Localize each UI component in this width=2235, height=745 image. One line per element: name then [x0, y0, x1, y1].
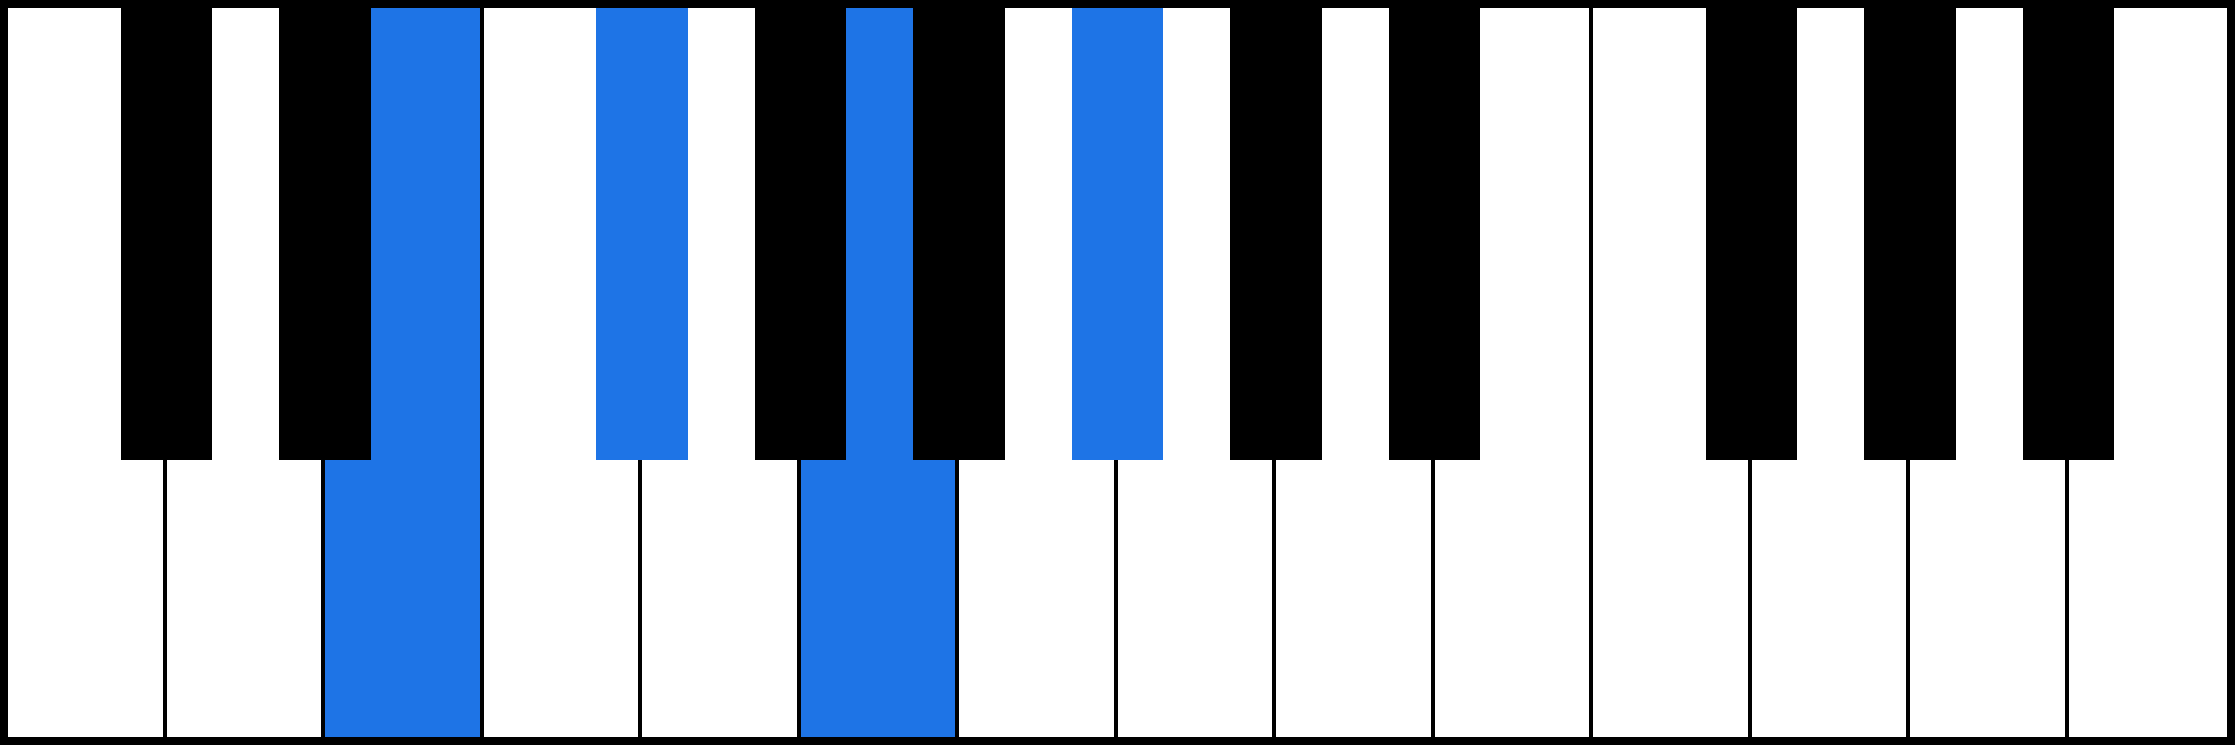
black-key-4 — [913, 8, 1005, 460]
black-key-5 — [1072, 8, 1164, 460]
black-key-9 — [1864, 8, 1956, 460]
black-key-1 — [279, 8, 371, 460]
piano-keyboard — [0, 0, 2235, 745]
black-key-0 — [121, 8, 213, 460]
black-key-10 — [2023, 8, 2115, 460]
black-key-3 — [755, 8, 847, 460]
black-key-2 — [596, 8, 688, 460]
black-key-7 — [1389, 8, 1481, 460]
black-key-8 — [1706, 8, 1798, 460]
black-key-6 — [1230, 8, 1322, 460]
